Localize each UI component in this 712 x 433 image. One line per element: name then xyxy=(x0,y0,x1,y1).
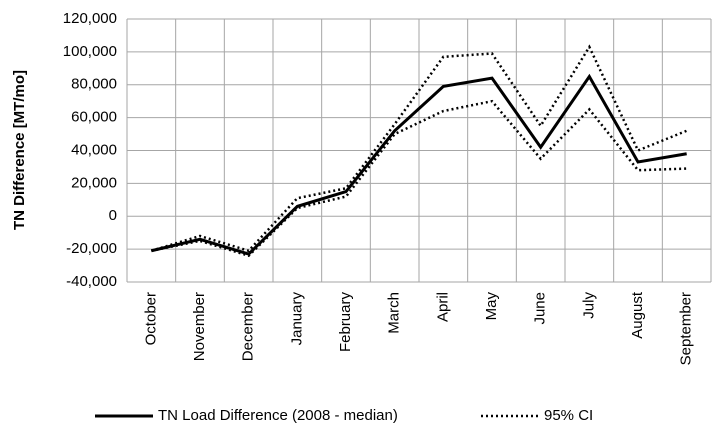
y-tick-label: 40,000 xyxy=(71,141,117,158)
x-tick-label: April xyxy=(434,292,451,322)
y-tick-label: 120,000 xyxy=(63,10,117,27)
x-tick-label: May xyxy=(483,292,500,321)
y-tick-label: 60,000 xyxy=(71,109,117,126)
x-tick-label: September xyxy=(678,292,695,365)
y-tick-label: 0 xyxy=(109,207,117,224)
x-tick-label: June xyxy=(532,292,549,325)
x-tick-label: February xyxy=(337,292,354,353)
y-tick-label: 20,000 xyxy=(71,174,117,191)
legend-label: 95% CI xyxy=(544,407,593,424)
y-axis-label: TN Difference [MT/mo] xyxy=(11,70,28,230)
y-tick-label: 100,000 xyxy=(63,43,117,60)
y-tick-label: -40,000 xyxy=(66,273,117,290)
x-tick-label: January xyxy=(288,292,305,346)
y-tick-label: 80,000 xyxy=(71,76,117,93)
x-tick-label: August xyxy=(629,291,646,339)
x-tick-label: July xyxy=(580,292,597,319)
line xyxy=(150,44,688,253)
line xyxy=(150,73,687,256)
x-tick-label: December xyxy=(240,292,257,361)
x-tick-label: March xyxy=(386,292,403,334)
x-tick-label: November xyxy=(191,292,208,361)
legend-label: TN Load Difference (2008 - median) xyxy=(158,407,398,424)
x-tick-label: October xyxy=(142,292,159,345)
y-tick-label: -20,000 xyxy=(66,240,117,257)
